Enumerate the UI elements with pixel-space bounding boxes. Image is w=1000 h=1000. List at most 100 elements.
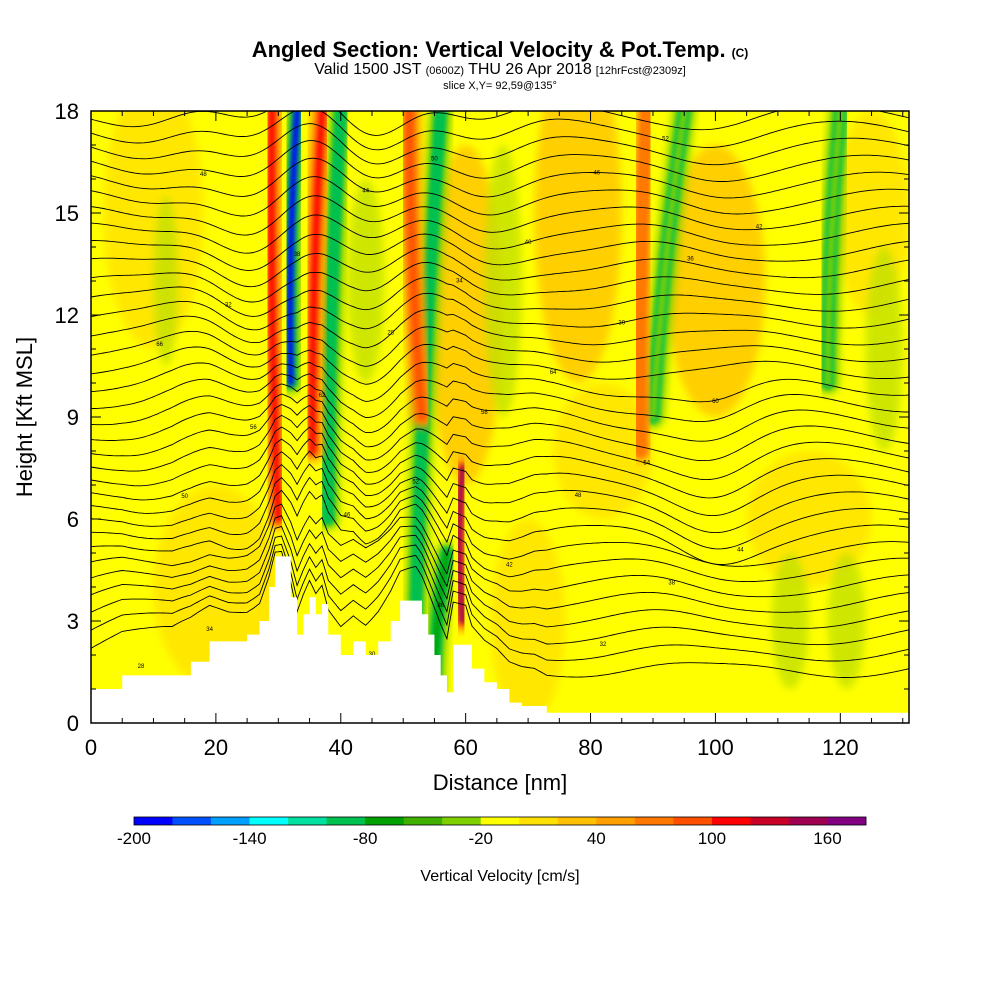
field-patch — [665, 145, 766, 417]
theta-contour-line — [91, 292, 909, 331]
x-tick-label: 80 — [578, 735, 602, 760]
theta-contour-label: 48 — [200, 172, 207, 178]
theta-contour-label: 56 — [250, 425, 257, 431]
theta-contour-line — [91, 535, 909, 646]
theta-contour-label: 38 — [294, 252, 301, 258]
terrain-mask — [91, 556, 909, 723]
colorbar: -200 -140 -80 -20 40 100 160 — [117, 816, 867, 848]
field-patch — [865, 247, 903, 451]
colorbar-swatch — [596, 817, 636, 825]
theta-contour-line — [91, 326, 909, 367]
colorbar-swatch — [326, 817, 366, 825]
colorbar-swatch — [365, 817, 404, 825]
x-tick-label: 60 — [453, 735, 477, 760]
x-axis: 0 20 40 60 80 100 120 — [85, 111, 904, 760]
downdraft-core — [649, 111, 688, 420]
y-tick-label: 15 — [55, 201, 79, 226]
theta-contour-label: 32 — [600, 642, 607, 648]
updraft-core — [309, 111, 326, 454]
theta-contour-line — [91, 515, 909, 613]
theta-contour-label: 64 — [550, 370, 557, 376]
theta-contour-line — [91, 195, 909, 236]
colorbar-tick-label: 100 — [698, 829, 726, 848]
y-tick-label: 6 — [67, 507, 79, 532]
theta-contour-line — [91, 393, 909, 462]
theta-contour-label: 28 — [387, 330, 394, 336]
theta-contour-line — [91, 140, 909, 182]
theta-contour-line — [91, 383, 909, 442]
x-tick-label: 120 — [822, 735, 859, 760]
colorbar-swatch — [211, 817, 250, 825]
theta-contour-line — [91, 157, 909, 199]
theta-contour-label: 28 — [138, 664, 145, 670]
x-tick-label: 40 — [329, 735, 353, 760]
theta-contour-label: 54 — [269, 102, 276, 108]
y-tick-label: 18 — [55, 99, 79, 124]
theta-contour-label: 66 — [156, 342, 163, 348]
theta-contour-label: 42 — [756, 224, 763, 230]
colorbar-swatch — [634, 817, 674, 825]
updraft-core — [268, 111, 282, 522]
theta-contour-line — [91, 450, 909, 550]
theta-contour-line — [91, 476, 909, 567]
theta-contour-label: 46 — [344, 513, 351, 519]
field-patch — [534, 111, 622, 383]
theta-contour-line — [91, 247, 909, 288]
theta-contour-label: 52 — [662, 136, 669, 142]
theta-contour-line — [91, 262, 909, 303]
y-tick-label: 3 — [67, 609, 79, 634]
chart-subtitle: Valid 1500 JST (0600Z) THU 26 Apr 2018 [12h… — [314, 61, 686, 78]
theta-contour-line — [91, 373, 909, 423]
y-tick-label: 12 — [55, 303, 79, 328]
theta-contour-label: 60 — [712, 399, 719, 405]
theta-contour-label: 50 — [181, 494, 188, 500]
y-tick-label: 0 — [67, 711, 79, 736]
theta-contour-label: 34 — [456, 279, 463, 285]
theta-contour-line — [91, 361, 909, 403]
colorbar-swatch — [557, 817, 597, 825]
colorbar-swatch — [519, 817, 559, 825]
field-patch — [428, 145, 504, 485]
theta-contour-label: 36 — [437, 603, 444, 609]
theta-contour-line — [91, 233, 909, 271]
field-patch — [484, 145, 522, 417]
x-tick-label: 100 — [697, 735, 734, 760]
colorbar-swatch — [134, 817, 173, 825]
theta-contour-line — [91, 403, 909, 481]
theta-contour-line — [91, 309, 909, 349]
colorbar-swatch — [403, 817, 443, 825]
colorbar-swatch — [711, 817, 751, 825]
theta-contour-line — [91, 463, 909, 565]
theta-contour-label: 36 — [687, 256, 694, 262]
theta-contour-line — [91, 438, 909, 534]
colorbar-swatch — [788, 817, 828, 825]
theta-contour-line — [91, 343, 909, 385]
field-patch — [103, 111, 204, 349]
field-patch — [771, 553, 810, 689]
colorbar-tick-label: -80 — [353, 829, 378, 848]
y-axis-label: Height [Kft MSL] — [12, 337, 37, 497]
theta-contour-label: 32 — [225, 303, 232, 309]
plot-area: 28 30 32 34 36 38 40 42 44 46 48 50 52 54 56 58 60 62 64 66… — [91, 102, 909, 723]
colorbar-frame — [133, 816, 867, 826]
theta-contour-label: 54 — [643, 460, 650, 466]
theta-contour-label: 50 — [431, 157, 438, 163]
theta-contour-line — [91, 525, 909, 629]
field-patch — [827, 553, 866, 689]
theta-contour-line — [91, 503, 909, 598]
theta-contour-line — [91, 214, 909, 254]
theta-contour-label: 48 — [575, 493, 582, 499]
field-patch — [347, 179, 385, 383]
theta-contour-line — [91, 489, 909, 583]
theta-contour-label: 34 — [206, 627, 213, 633]
colorbar-swatch — [480, 817, 520, 825]
theta-contour-label: 38 — [668, 580, 675, 586]
colorbar-tick-label: 160 — [813, 829, 841, 848]
y-tick-label: 9 — [67, 405, 79, 430]
theta-contour-line — [91, 550, 909, 678]
theta-contour-label: 42 — [506, 562, 513, 568]
chart-title: Angled Section: Vertical Velocity & Pot.… — [252, 37, 749, 62]
theta-contours: 28 30 32 34 36 38 40 42 44 46 48 50 52 54 56 58 60 62 64 66… — [91, 102, 909, 678]
